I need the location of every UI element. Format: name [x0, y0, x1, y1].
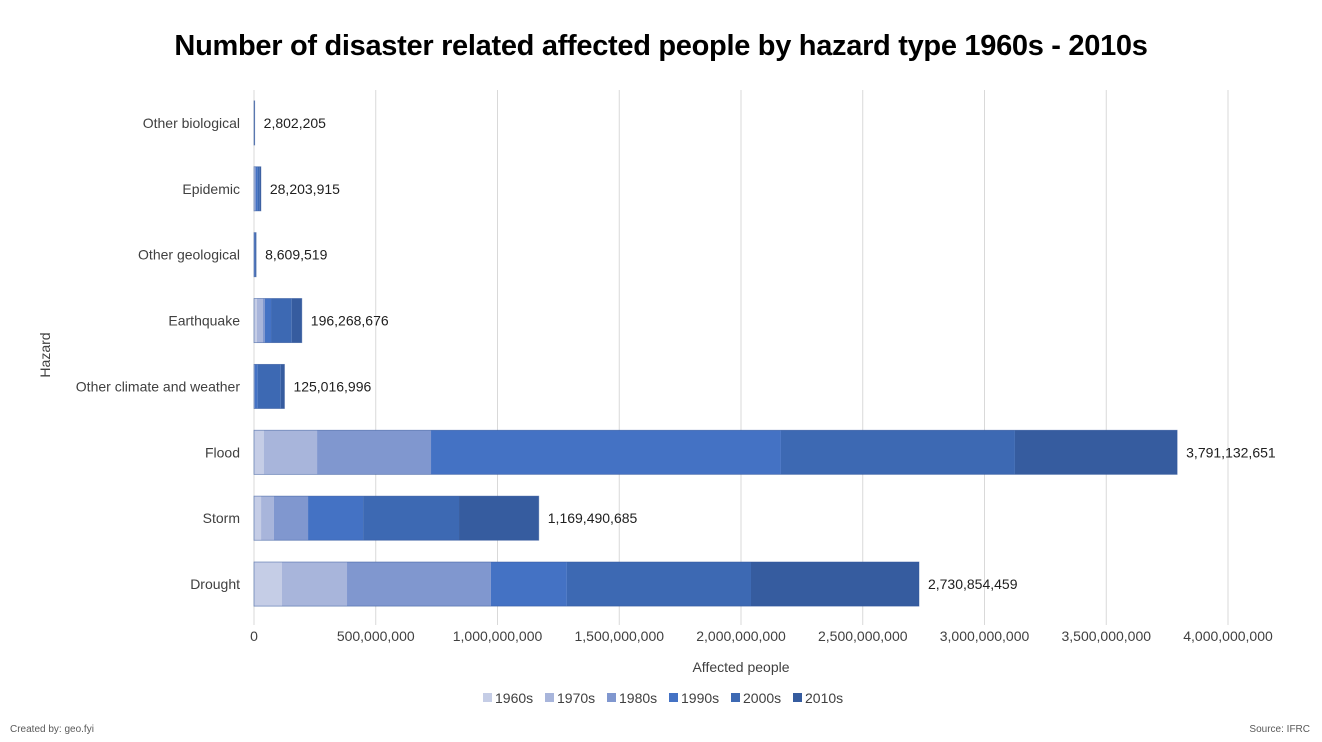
bar-segment-2000s	[780, 430, 1015, 475]
total-label: 1,169,490,685	[548, 510, 638, 526]
total-label: 2,730,854,459	[928, 576, 1018, 592]
bar-segment-1980s	[273, 496, 309, 541]
bar-segment-1980s	[317, 430, 432, 475]
bars	[253, 100, 1178, 607]
bar-segment-1990s	[308, 496, 364, 541]
legend-label: 2010s	[805, 690, 843, 706]
category-labels: Other biological Epidemic Other geological…	[76, 115, 241, 592]
x-tick-label: 2,000,000,000	[696, 628, 786, 644]
bar-segment-1980s	[254, 166, 256, 211]
bar-segment-1960s	[254, 298, 257, 343]
legend-label: 1960s	[495, 690, 533, 706]
bar-segment-2010s	[750, 561, 919, 607]
source-text: Source: IFRC	[1249, 724, 1310, 735]
category-label: Flood	[205, 444, 240, 460]
total-label: 3,791,132,651	[1186, 444, 1276, 460]
x-tick-label: 0	[250, 628, 258, 644]
x-tick-label: 1,500,000,000	[574, 628, 664, 644]
bar-segment-1990s	[431, 430, 781, 475]
bar-segment-2000s	[254, 232, 256, 277]
bar-segment-1970s	[263, 430, 318, 475]
legend-item-1980s: 1980s	[607, 690, 657, 706]
bar-segment-2000s	[566, 561, 751, 607]
x-tick-label: 2,500,000,000	[818, 628, 908, 644]
bar-segment-1980s	[263, 298, 265, 343]
legend-swatch	[669, 693, 678, 702]
bar-outline	[253, 100, 256, 146]
bar-segment-2000s	[271, 298, 292, 343]
bar-outline	[253, 561, 920, 607]
legend-swatch	[793, 693, 802, 702]
legend-item-1990s: 1990s	[669, 690, 719, 706]
category-label: Earthquake	[168, 313, 240, 329]
bar-segment-1990s	[255, 166, 258, 211]
x-tick-label: 3,500,000,000	[1061, 628, 1151, 644]
category-label: Other geological	[138, 247, 240, 263]
bar-segment-1980s	[347, 561, 491, 607]
legend-label: 1990s	[681, 690, 719, 706]
bar-segment-2010s	[280, 364, 285, 409]
bar-segment-2010s	[459, 496, 539, 541]
legend-swatch	[483, 693, 492, 702]
bar-segment-1990s	[264, 298, 272, 343]
bar-segment-2010s	[259, 166, 261, 211]
bar-segment-1970s	[256, 298, 264, 343]
legend-swatch	[545, 693, 554, 702]
bar-segment-2000s	[363, 496, 460, 541]
x-tick-label: 1,000,000,000	[453, 628, 543, 644]
total-labels: 2,802,205 28,203,915 8,609,519 196,268,676 1…	[264, 115, 1276, 592]
total-label: 196,268,676	[311, 313, 389, 329]
x-axis-title: Affected people	[692, 659, 789, 675]
legend-label: 1980s	[619, 690, 657, 706]
category-label: Other biological	[143, 115, 240, 131]
legend-swatch	[731, 693, 740, 702]
legend-item-2000s: 2000s	[731, 690, 781, 706]
bar-segment-2000s	[257, 364, 281, 409]
bar-segment-2010s	[291, 298, 302, 343]
x-tick-label: 500,000,000	[337, 628, 415, 644]
category-label: Drought	[190, 576, 240, 592]
legend-swatch	[607, 693, 616, 702]
category-label: Other climate and weather	[76, 378, 241, 394]
legend-item-2010s: 2010s	[793, 690, 843, 706]
total-label: 2,802,205	[264, 115, 326, 131]
y-axis-title: Hazard	[37, 332, 53, 377]
total-label: 28,203,915	[270, 181, 340, 197]
legend-label: 2000s	[743, 690, 781, 706]
x-tick-labels: 0 500,000,000 1,000,000,000 1,500,000,000 2,…	[250, 628, 1273, 644]
chart-title: Number of disaster related affected peop…	[174, 30, 1148, 62]
category-label: Epidemic	[182, 181, 240, 197]
bar-outline	[253, 429, 1178, 475]
bar-segment-1960s	[254, 496, 262, 541]
gridlines	[253, 90, 1229, 625]
bar-outline	[253, 495, 540, 541]
bar-segment-2010s	[1014, 430, 1178, 475]
bar-segment-1990s	[490, 561, 567, 607]
bar-outline	[253, 298, 303, 344]
bar-outline	[253, 232, 257, 278]
bar-outline	[253, 166, 262, 212]
x-tick-label: 4,000,000,000	[1183, 628, 1273, 644]
bar-segment-1970s	[261, 496, 274, 541]
legend: 1960s 1970s 1980s 1990s 2000s 2010s	[483, 690, 843, 706]
total-label: 8,609,519	[265, 247, 327, 263]
x-tick-label: 3,000,000,000	[940, 628, 1030, 644]
bar-segment-1990s	[254, 364, 258, 409]
bar-segment-2000s	[257, 166, 260, 211]
legend-label: 1970s	[557, 690, 595, 706]
credit-text: Created by: geo.fyi	[10, 724, 94, 735]
bar-outline	[253, 363, 285, 409]
total-label: 125,016,996	[293, 378, 371, 394]
legend-item-1970s: 1970s	[545, 690, 595, 706]
bar-segment-1960s	[254, 430, 264, 475]
bar-segment-1960s	[254, 561, 283, 607]
bar-segment-1990s	[254, 232, 255, 277]
category-label: Storm	[203, 510, 240, 526]
bar-segment-1970s	[282, 561, 348, 607]
legend-item-1960s: 1960s	[483, 690, 533, 706]
